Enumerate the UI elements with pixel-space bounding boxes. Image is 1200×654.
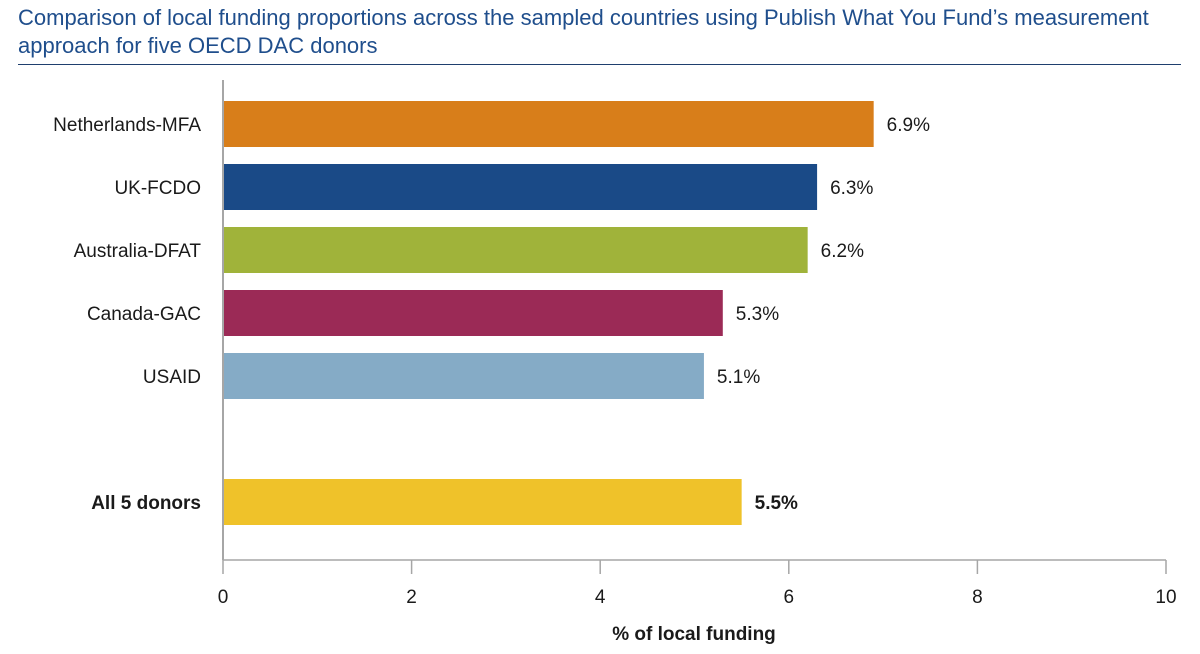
bars-group: Netherlands-MFA 6.9% UK-FCDO 6.3% Australia-… [53,101,930,525]
x-tick-label-0: 0 [218,587,229,608]
x-tick-label-2: 2 [406,587,417,608]
category-label-canada-gac: Canada-GAC [87,304,201,325]
category-label-usaid: USAID [143,367,201,388]
x-tick-label-10: 10 [1155,587,1176,608]
bar-uk-fcdo [223,164,818,210]
x-tick-label-8: 8 [972,587,983,608]
bar-netherlands-mfa [223,101,874,147]
value-label-netherlands-mfa: 6.9% [887,115,930,136]
bar-usaid [223,353,704,399]
value-label-all-5-donors: 5.5% [755,493,798,514]
category-label-all-5-donors: All 5 donors [91,493,201,514]
x-tick-label-4: 4 [595,587,606,608]
chart-title: Comparison of local funding proportions … [18,5,1149,58]
x-tick-label-6: 6 [784,587,795,608]
bar-australia-dfat [223,227,808,273]
title-divider [18,64,1181,65]
category-label-uk-fcdo: UK-FCDO [114,178,201,199]
x-axis-title: % of local funding [612,624,776,645]
bar-canada-gac [223,290,723,336]
axes-group: 0 2 4 6 8 10 [218,80,1177,608]
value-label-australia-dfat: 6.2% [821,241,864,262]
category-label-australia-dfat: Australia-DFAT [74,241,202,262]
category-label-netherlands-mfa: Netherlands-MFA [53,115,201,136]
value-label-usaid: 5.1% [717,367,760,388]
bar-all-5-donors [223,479,742,525]
value-label-canada-gac: 5.3% [736,304,779,325]
value-label-uk-fcdo: 6.3% [830,178,873,199]
